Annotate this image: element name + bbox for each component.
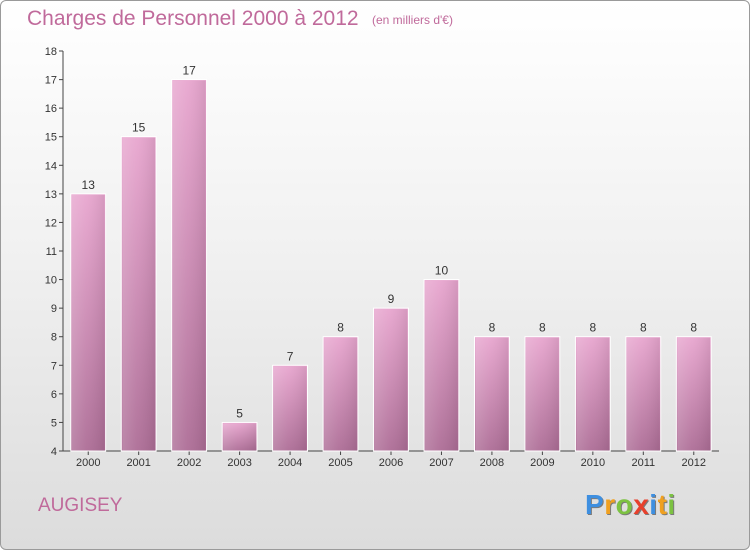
y-axis: 4 5 6 7 8 9 10 11 12 13 14 15 16 17 18 <box>45 46 64 458</box>
y-tick-label: 9 <box>51 303 57 315</box>
y-tick-label: 16 <box>45 103 57 115</box>
data-label: 8 <box>640 321 647 335</box>
x-tick-label: 2003 <box>227 457 251 469</box>
x-tick-label: 2009 <box>530 457 554 469</box>
logo-letter: t <box>657 489 668 520</box>
y-tick-label: 10 <box>45 275 57 287</box>
bar-shine <box>172 80 206 452</box>
y-tick-label: 15 <box>45 132 57 144</box>
bars: 13 15 17 5 7 8 9 10 8 8 8 8 8 <box>70 64 712 452</box>
y-tick-label: 6 <box>51 389 57 401</box>
x-tick-label: 2012 <box>682 457 706 469</box>
y-tick-label: 11 <box>46 246 57 258</box>
commune-name: AUGISEY <box>38 495 123 516</box>
x-tick-label: 2011 <box>631 457 655 469</box>
bar-shine <box>475 337 509 451</box>
logo-letter: i <box>649 489 658 520</box>
bar-shine <box>71 194 105 451</box>
y-tick-label: 7 <box>51 360 57 372</box>
y-tick-label: 4 <box>51 446 57 458</box>
data-label: 9 <box>388 292 395 306</box>
logo-letter: o <box>615 489 634 520</box>
y-tick-label: 5 <box>51 417 57 429</box>
y-tick-label: 13 <box>45 189 57 201</box>
data-label: 5 <box>236 406 243 420</box>
data-label: 8 <box>539 321 546 335</box>
x-tick-label: 2005 <box>328 457 352 469</box>
data-label: 8 <box>690 321 697 335</box>
data-label: 15 <box>132 121 146 135</box>
bar-shine <box>223 423 257 451</box>
bar-shine <box>273 366 307 451</box>
proxiti-logo[interactable]: Proxiti <box>585 489 676 521</box>
chart-subtitle: (en milliers d'€) <box>372 13 453 27</box>
y-tick-label: 14 <box>45 160 57 172</box>
data-label: 8 <box>489 321 496 335</box>
data-label: 17 <box>182 64 196 78</box>
x-tick-label: 2010 <box>581 457 605 469</box>
data-label: 8 <box>337 321 344 335</box>
data-label: 8 <box>590 321 597 335</box>
x-tick-label: 2002 <box>177 457 201 469</box>
x-tick-label: 2000 <box>76 457 100 469</box>
logo-letter: r <box>604 489 616 520</box>
x-tick-label: 2008 <box>480 457 504 469</box>
data-label: 13 <box>82 178 96 192</box>
bar-shine <box>425 280 458 451</box>
y-tick-label: 8 <box>51 332 57 344</box>
bar-shine <box>374 309 408 451</box>
x-tick-label: 2001 <box>126 457 150 469</box>
bar-shine <box>122 137 156 451</box>
y-tick-label: 17 <box>45 75 57 87</box>
x-tick-label: 2004 <box>278 457 302 469</box>
logo-letter: i <box>667 489 676 520</box>
chart-title: Charges de Personnel 2000 à 2012 <box>27 7 359 30</box>
bar-shine <box>525 337 559 451</box>
x-tick-label: 2007 <box>429 457 453 469</box>
data-label: 10 <box>435 264 449 278</box>
y-tick-label: 12 <box>45 217 57 229</box>
bar-shine <box>677 337 711 451</box>
bar-shine <box>324 337 357 451</box>
logo-letter: P <box>585 489 605 520</box>
bar-shine <box>626 337 660 451</box>
bar-shine <box>576 337 610 451</box>
data-label: 7 <box>287 349 294 363</box>
x-axis: 2000 2001 2002 2003 2004 2005 2006 2007 2008 2009… <box>63 450 719 469</box>
logo-letter: x <box>633 489 650 520</box>
y-tick-label: 18 <box>45 46 57 58</box>
x-tick-label: 2006 <box>379 457 403 469</box>
